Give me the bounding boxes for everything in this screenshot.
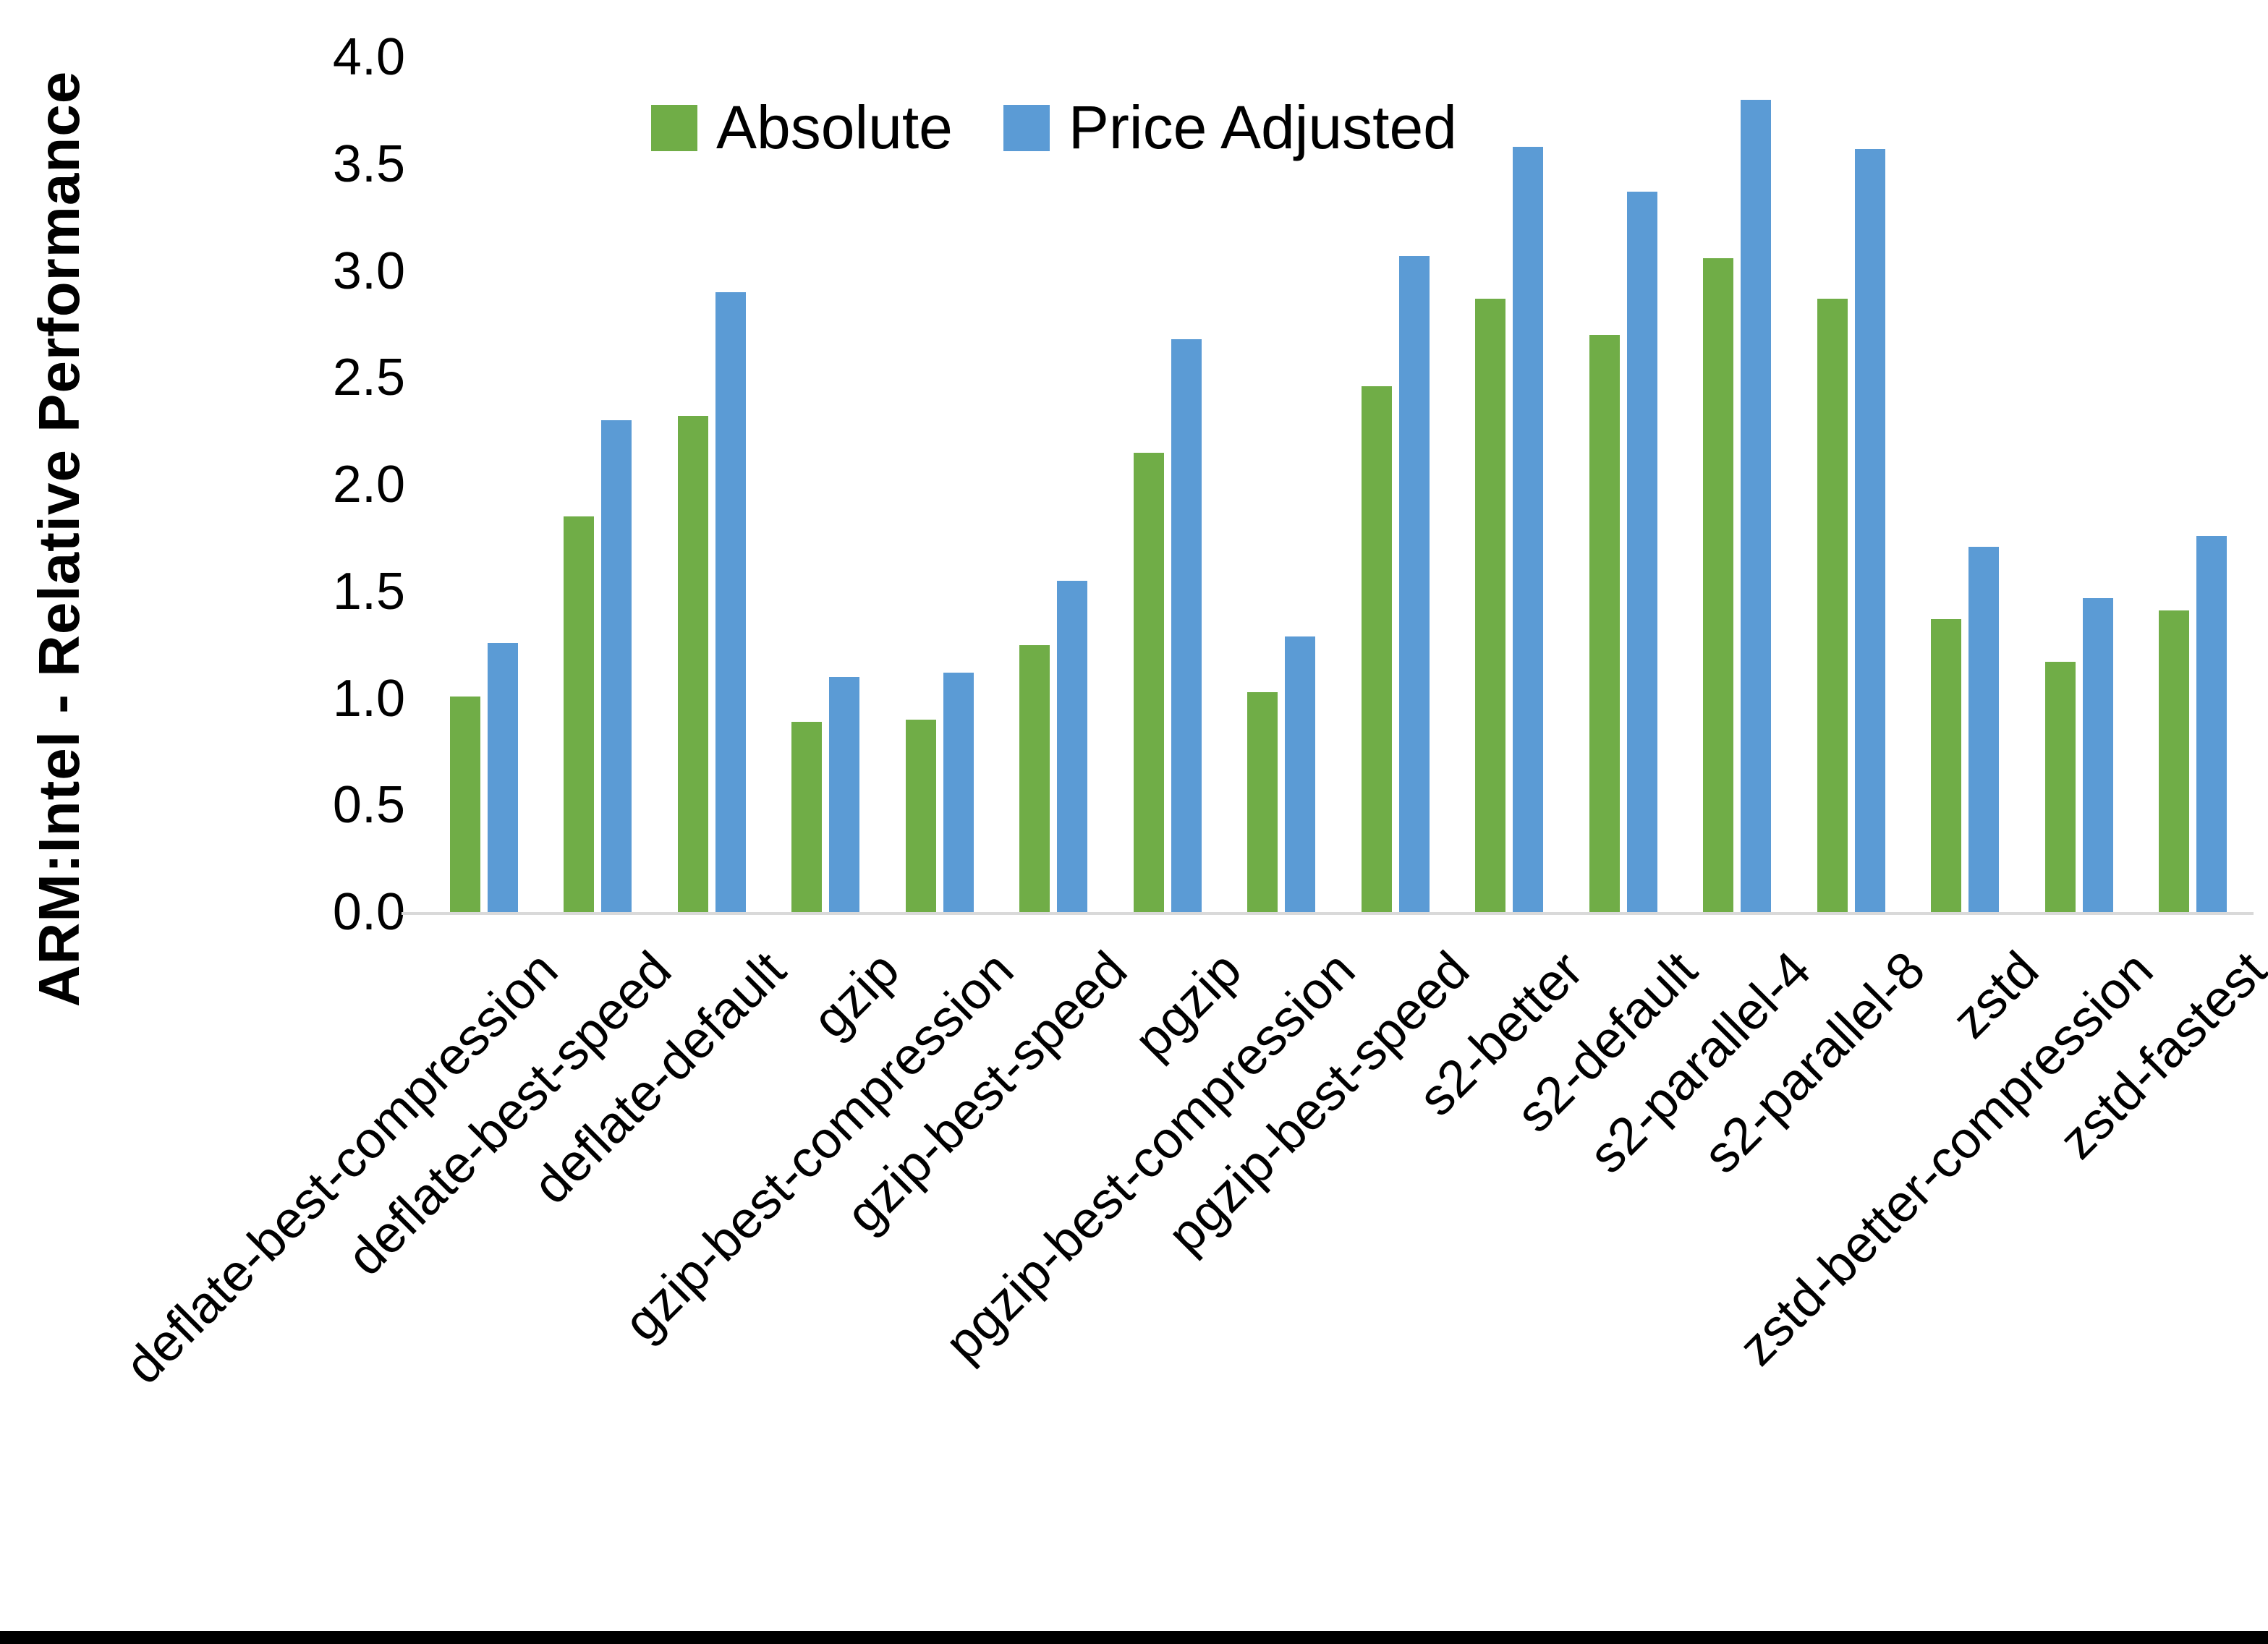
y-tick-0.0: 0.0 [332,883,405,941]
bar-pgzip-best-speed-absolute [1361,386,1392,912]
y-tick-3.0: 3.0 [332,242,405,300]
y-axis-title: ARM:Intel - Relative Performance [27,70,91,1008]
bar-pgzip-price-adjusted [1171,339,1202,912]
bar-pgzip-best-speed-price-adjusted [1398,255,1430,912]
legend-item-absolute: Absolute [651,93,953,163]
bar-s2-better-absolute [1475,298,1506,912]
x-axis-line [402,912,2254,915]
legend-label-price-adjusted: Price Adjusted [1068,93,1457,161]
y-tick-2.5: 2.5 [332,349,405,407]
x-label-deflate-best-compression: deflate-best-compression [114,940,569,1395]
legend-swatch-absolute [651,104,697,151]
bar-deflate-best-compression-price-adjusted [487,642,518,912]
y-tick-1.0: 1.0 [332,669,405,728]
bar-deflate-best-speed-price-adjusted [601,420,632,912]
bar-zstd-better-compression-absolute [2044,662,2076,912]
bar-gzip-best-compression-absolute [905,720,936,912]
legend-item-price-adjusted: Price Adjusted [1003,93,1457,163]
legend: Absolute Price Adjusted [651,93,1457,163]
bar-pgzip-best-compression-absolute [1247,691,1278,912]
legend-label-absolute: Absolute [716,93,953,161]
bar-s2-default-absolute [1589,335,1620,912]
y-tick-1.5: 1.5 [332,562,405,621]
bar-zstd-fastest-price-adjusted [2196,535,2227,912]
bar-zstd-price-adjusted [1968,546,2000,912]
bar-s2-parallel-4-price-adjusted [1741,100,1772,912]
bar-zstd-absolute [1931,619,1962,912]
y-tick-4.0: 4.0 [332,28,405,86]
bar-s2-better-price-adjusted [1513,147,1544,912]
bar-s2-parallel-8-price-adjusted [1854,149,1885,912]
bar-gzip-price-adjusted [829,676,860,912]
bar-s2-parallel-8-absolute [1817,298,1848,912]
bar-s2-default-price-adjusted [1626,192,1657,912]
y-tick-3.5: 3.5 [332,135,405,193]
legend-swatch-price-adjusted [1003,104,1050,151]
bar-deflate-best-compression-absolute [449,696,480,912]
bar-gzip-best-compression-price-adjusted [943,673,974,912]
bar-zstd-better-compression-price-adjusted [2082,597,2113,912]
bar-gzip-best-speed-price-adjusted [1057,580,1088,912]
y-tick-2.0: 2.0 [332,456,405,514]
bar-s2-parallel-4-absolute [1703,257,1734,912]
bar-deflate-default-price-adjusted [715,292,746,912]
bar-pgzip-absolute [1133,452,1164,912]
bar-deflate-default-absolute [677,416,708,912]
bar-deflate-best-speed-absolute [564,516,595,912]
y-tick-0.5: 0.5 [332,776,405,835]
bar-pgzip-best-compression-price-adjusted [1285,636,1316,912]
bottom-border-bar [0,1631,2268,1644]
bar-zstd-fastest-absolute [2159,610,2190,912]
bar-gzip-absolute [791,722,823,912]
bar-gzip-best-speed-absolute [1019,644,1050,912]
